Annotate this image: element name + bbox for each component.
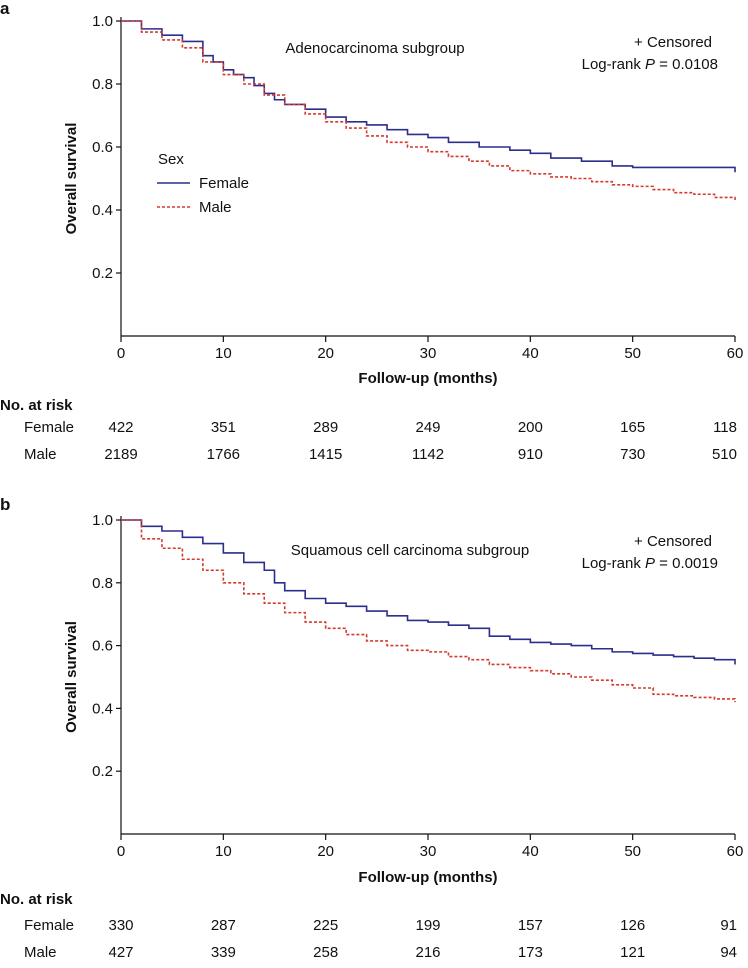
- x-tick-label: 10: [215, 345, 232, 362]
- survival-curve-male: [121, 519, 736, 703]
- risk-count: 199: [415, 917, 440, 934]
- risk-count: 121: [620, 944, 645, 961]
- x-tick-label: 0: [117, 345, 125, 362]
- risk-table-header: No. at risk: [0, 891, 73, 908]
- x-axis-title: Follow-up (months): [358, 869, 497, 886]
- y-tick-label: 0.2: [92, 763, 113, 780]
- risk-count: 510: [712, 446, 737, 463]
- x-tick-label: 50: [624, 345, 641, 362]
- x-tick-label: 20: [317, 843, 334, 860]
- risk-count: 289: [313, 419, 338, 436]
- y-axis-title: Overall survival: [63, 123, 80, 235]
- y-tick-label: 0.2: [92, 265, 113, 282]
- legend-label-female: Female: [199, 175, 249, 192]
- p-value: = 0.0019: [655, 555, 718, 572]
- risk-count: 1766: [207, 446, 240, 463]
- risk-count: 173: [518, 944, 543, 961]
- risk-count: 200: [518, 419, 543, 436]
- risk-count: 157: [518, 917, 543, 934]
- survival-curve-female: [121, 20, 736, 173]
- risk-row-label: Male: [24, 446, 57, 463]
- x-tick-label: 60: [727, 843, 744, 860]
- x-tick-label: 30: [420, 345, 437, 362]
- subgroup-title: Squamous cell carcinoma subgroup: [291, 542, 529, 559]
- panel-letter: b: [0, 495, 10, 514]
- y-tick-label: 0.6: [92, 139, 113, 156]
- risk-table-header: No. at risk: [0, 397, 73, 414]
- censored-note: + Censored: [634, 533, 712, 550]
- x-tick-label: 50: [624, 843, 641, 860]
- risk-count: 910: [518, 446, 543, 463]
- risk-count: 287: [211, 917, 236, 934]
- y-tick-label: 0.8: [92, 76, 113, 93]
- risk-count: 249: [415, 419, 440, 436]
- x-tick-label: 60: [727, 345, 744, 362]
- logrank-note: Log-rank P = 0.0019: [582, 555, 718, 572]
- x-tick-label: 10: [215, 843, 232, 860]
- risk-count: 427: [108, 944, 133, 961]
- risk-count: 118: [713, 419, 737, 436]
- y-tick-label: 1.0: [92, 13, 113, 30]
- censored-note: + Censored: [634, 34, 712, 51]
- survival-curve-female: [121, 519, 736, 665]
- x-axis-title: Follow-up (months): [358, 370, 497, 387]
- x-tick-label: 20: [317, 345, 334, 362]
- x-tick-label: 40: [522, 843, 539, 860]
- y-tick-label: 0.8: [92, 575, 113, 592]
- logrank-note: Log-rank P = 0.0108: [582, 56, 718, 73]
- risk-count: 258: [313, 944, 338, 961]
- x-tick-label: 0: [117, 843, 125, 860]
- risk-count: 94: [720, 944, 737, 961]
- survival-curve-male: [121, 20, 736, 201]
- chart-panel-a: a 0 10 20 30 40 50 60 0.2 0.4 0.6 0.8 1.0 Follow-up (…: [0, 0, 743, 463]
- risk-count: 339: [211, 944, 236, 961]
- risk-count: 1415: [309, 446, 342, 463]
- y-tick-label: 0.4: [92, 700, 113, 717]
- risk-count: 2189: [104, 446, 137, 463]
- p-symbol: P: [645, 56, 655, 73]
- risk-count: 330: [108, 917, 133, 934]
- risk-row-label: Female: [24, 917, 74, 934]
- risk-row-label: Female: [24, 419, 74, 436]
- risk-count: 225: [313, 917, 338, 934]
- risk-count: 91: [720, 917, 737, 934]
- risk-count: 730: [620, 446, 645, 463]
- risk-row-label: Male: [24, 944, 57, 961]
- panel-letter: a: [0, 0, 10, 18]
- y-tick-label: 0.4: [92, 202, 113, 219]
- risk-count: 126: [620, 917, 645, 934]
- risk-count: 216: [415, 944, 440, 961]
- risk-count: 165: [620, 419, 645, 436]
- risk-count: 422: [108, 419, 133, 436]
- risk-count: 351: [211, 419, 236, 436]
- p-symbol: P: [645, 555, 655, 572]
- legend-label-male: Male: [199, 199, 232, 216]
- y-axis-title: Overall survival: [63, 621, 80, 733]
- chart-panel-b: b 0 10 20 30 40 50 60 0.2 0.4 0.6 0.8 1.0 Follow-up (…: [0, 495, 743, 961]
- risk-count: 1142: [412, 446, 444, 463]
- subgroup-title: Adenocarcinoma subgroup: [285, 40, 464, 57]
- y-tick-label: 1.0: [92, 512, 113, 529]
- legend-title: Sex: [158, 151, 184, 168]
- x-tick-label: 30: [420, 843, 437, 860]
- p-value: = 0.0108: [655, 56, 718, 73]
- y-tick-label: 0.6: [92, 638, 113, 655]
- logrank-label: Log-rank: [582, 555, 645, 572]
- x-tick-label: 40: [522, 345, 539, 362]
- logrank-label: Log-rank: [582, 56, 645, 73]
